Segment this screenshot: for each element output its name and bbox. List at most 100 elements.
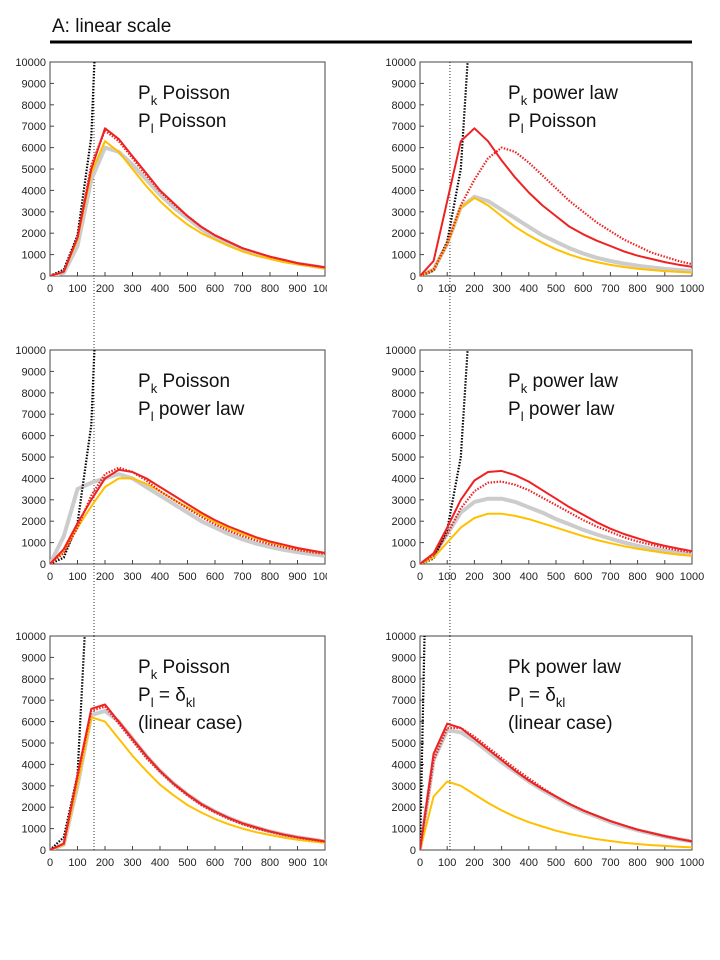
y-tick-label: 10000 xyxy=(15,631,46,643)
panel-annotation: Pk Poisson xyxy=(138,657,230,682)
x-tick-label: 1000 xyxy=(313,571,337,583)
y-tick-label: 2000 xyxy=(22,516,46,528)
annotation-part: l xyxy=(151,695,154,710)
panel-annotation: Pl = δkl xyxy=(138,685,195,710)
annotation-part: power law xyxy=(527,371,618,392)
annotation-part: Poisson xyxy=(157,83,230,104)
y-tick-label: 3000 xyxy=(22,781,46,793)
y-tick-label: 2000 xyxy=(22,802,46,814)
y-tick-label: 6000 xyxy=(392,717,416,729)
x-tick-label: 700 xyxy=(601,571,619,583)
panel-annotation: Pk power law xyxy=(508,657,621,678)
x-tick-label: 1000 xyxy=(680,857,704,869)
x-tick-label: 900 xyxy=(288,571,306,583)
x-tick-label: 0 xyxy=(47,571,53,583)
y-tick-label: 9000 xyxy=(392,652,416,664)
plot-lines xyxy=(50,350,325,564)
annotation-part: power law xyxy=(524,399,615,420)
y-tick-label: 4000 xyxy=(392,473,416,485)
y-tick-label: 2000 xyxy=(392,516,416,528)
x-tick-label: 300 xyxy=(492,857,510,869)
y-tick-label: 3000 xyxy=(22,495,46,507)
x-tick-label: 400 xyxy=(151,571,169,583)
x-tick-label: 900 xyxy=(656,571,674,583)
y-tick-label: 4000 xyxy=(22,759,46,771)
y-tick-label: 10000 xyxy=(385,631,416,643)
y-tick-label: 10000 xyxy=(385,57,416,69)
x-tick-label: 0 xyxy=(47,283,53,295)
y-tick-label: 5000 xyxy=(22,738,46,750)
series-line xyxy=(50,716,325,850)
x-tick-label: 1000 xyxy=(313,283,337,295)
x-tick-labels: 0 100 200 300 400 500 600 700 800 900 1000 xyxy=(417,283,704,295)
y-tick-label: 5000 xyxy=(392,738,416,750)
panel-annotation: (linear case) xyxy=(508,713,613,734)
figure-header: A: linear scale xyxy=(52,16,171,37)
y-tick-label: 0 xyxy=(40,845,46,857)
x-tick-label: 500 xyxy=(178,571,196,583)
y-tick-label: 1000 xyxy=(392,824,416,836)
y-tick-label: 7000 xyxy=(392,409,416,421)
x-tick-label: 0 xyxy=(417,857,423,869)
x-tick-label: 400 xyxy=(151,283,169,295)
y-tick-label: 8000 xyxy=(22,388,46,400)
series-line xyxy=(50,468,325,564)
x-tick-label: 600 xyxy=(574,571,592,583)
x-tick-label: 500 xyxy=(547,571,565,583)
x-tick-label: 0 xyxy=(417,571,423,583)
annotation-part: P xyxy=(138,685,151,706)
annotation-part: l xyxy=(521,409,524,424)
x-tick-labels: 0 100 200 300 400 500 600 700 800 900 1000 xyxy=(417,571,704,583)
y-tick-label: 8000 xyxy=(392,674,416,686)
annotation-part: l xyxy=(521,695,524,710)
x-tick-label: 700 xyxy=(601,857,619,869)
annotation-part: P xyxy=(508,685,521,706)
series-line xyxy=(420,146,692,276)
annotation-part: Poisson xyxy=(157,371,230,392)
y-tick-label: 4000 xyxy=(22,473,46,485)
y-tick-label: 5000 xyxy=(392,164,416,176)
annotation-part: k xyxy=(151,93,158,108)
series-line xyxy=(420,722,692,850)
series-line xyxy=(420,127,692,276)
series-line xyxy=(50,140,325,276)
annotation-part: P xyxy=(138,83,151,104)
annotation-part: P xyxy=(508,83,521,104)
x-tick-label: 200 xyxy=(465,283,483,295)
annotation-part: (linear case) xyxy=(138,713,243,734)
y-tick-label: 8000 xyxy=(22,100,46,112)
y-tick-label: 9000 xyxy=(392,78,416,90)
annotation-part: kl xyxy=(186,695,196,710)
y-tick-label: 6000 xyxy=(22,717,46,729)
x-tick-label: 500 xyxy=(547,857,565,869)
panel-annotation: Pk Poisson xyxy=(138,371,230,396)
annotation-part: P xyxy=(508,111,521,132)
y-tick-label: 3000 xyxy=(392,781,416,793)
y-tick-label: 8000 xyxy=(392,100,416,112)
y-tick-label: 3000 xyxy=(392,495,416,507)
annotation-part: l xyxy=(151,409,154,424)
y-tick-label: 7000 xyxy=(392,121,416,133)
y-tick-label: 0 xyxy=(40,271,46,283)
y-tick-label: 5000 xyxy=(22,164,46,176)
x-tick-label: 400 xyxy=(520,283,538,295)
y-tick-label: 10000 xyxy=(385,345,416,357)
y-tick-label: 10000 xyxy=(15,57,46,69)
panel-annotation: Pk power law xyxy=(508,371,618,396)
panel: 0100020003000400050006000700080009000100… xyxy=(15,345,337,638)
panel: 0100020003000400050006000700080009000100… xyxy=(385,631,704,869)
y-tick-label: 1000 xyxy=(392,250,416,262)
x-tick-label: 300 xyxy=(492,283,510,295)
x-tick-labels: 0 100 200 300 400 500 600 700 800 900 1000 xyxy=(417,857,704,869)
annotation-part: P xyxy=(138,111,151,132)
x-tick-label: 800 xyxy=(261,857,279,869)
y-tick-label: 3000 xyxy=(22,207,46,219)
x-tick-label: 800 xyxy=(628,571,646,583)
y-tick-label: 10000 xyxy=(15,345,46,357)
x-tick-label: 600 xyxy=(206,857,224,869)
series-line xyxy=(420,196,692,276)
annotation-part: kl xyxy=(556,695,566,710)
panel: 0100020003000400050006000700080009000100… xyxy=(385,57,704,350)
y-tick-label: 0 xyxy=(40,559,46,571)
x-tick-label: 200 xyxy=(96,857,114,869)
